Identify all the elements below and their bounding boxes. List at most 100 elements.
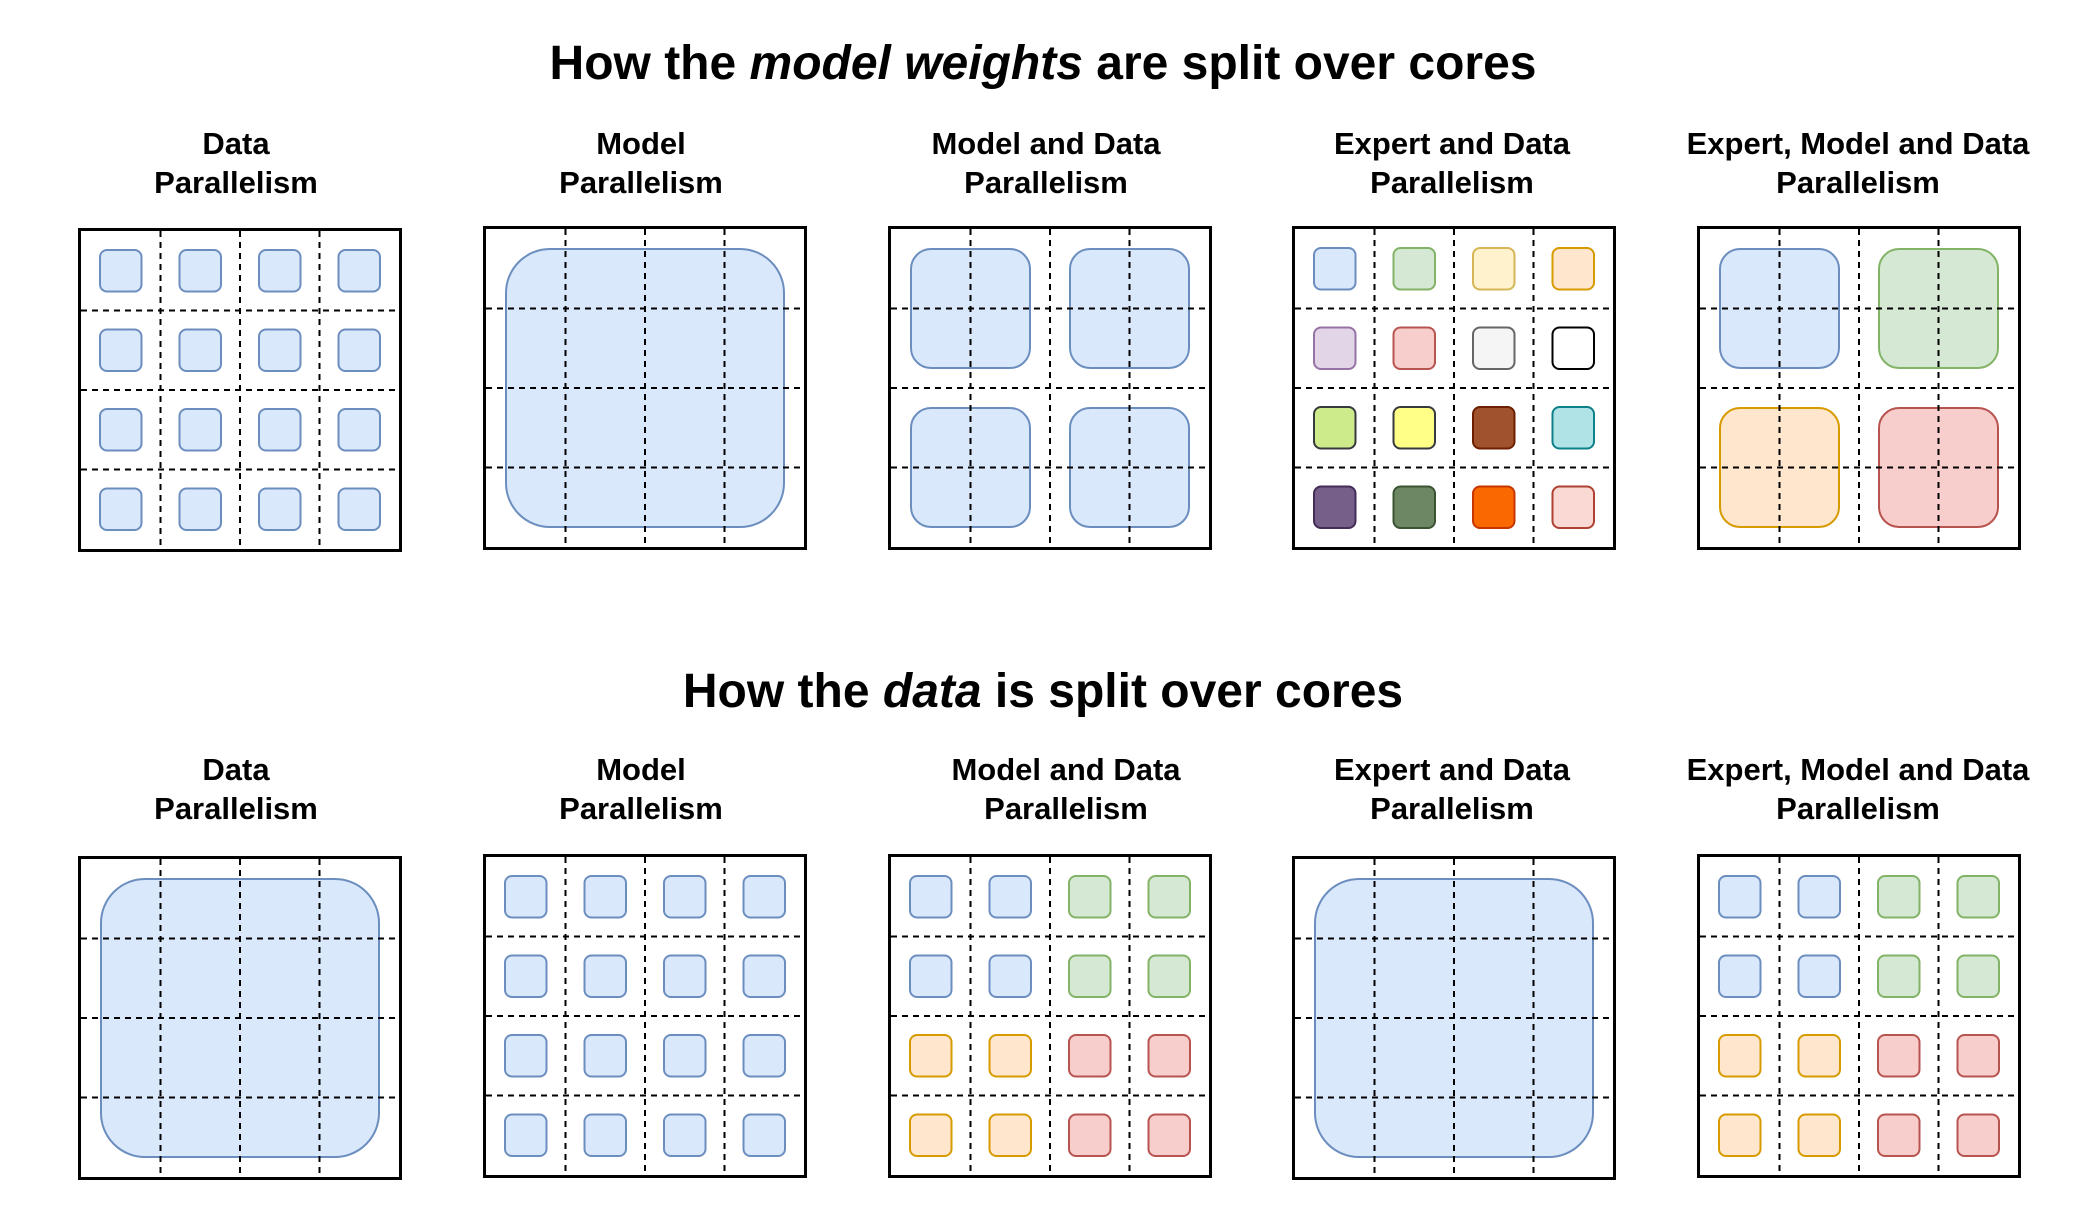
shard-block bbox=[504, 954, 548, 998]
core-grid bbox=[1292, 856, 1616, 1180]
core-grid bbox=[888, 226, 1212, 550]
shard-block bbox=[337, 408, 381, 452]
panel-label-line: Data bbox=[202, 126, 270, 161]
shard-block bbox=[1797, 875, 1841, 919]
title-text: How the bbox=[682, 665, 883, 718]
grid-svg bbox=[1700, 229, 2018, 547]
shard-block bbox=[1718, 1034, 1762, 1078]
shard-block bbox=[1718, 1113, 1762, 1157]
panel-label: Expert, Model and Data Parallelism bbox=[1648, 124, 2068, 202]
shard-block bbox=[1877, 875, 1921, 919]
section-title-data: How the data is split over cores bbox=[0, 664, 2086, 720]
shard-block bbox=[1551, 247, 1595, 291]
shard-block bbox=[1313, 485, 1357, 529]
shard-block bbox=[178, 408, 222, 452]
shard-block bbox=[1472, 406, 1516, 450]
shard-block bbox=[1877, 1034, 1921, 1078]
shard-block bbox=[1392, 247, 1436, 291]
panel-label: Data Parallelism bbox=[26, 750, 446, 828]
panel-label-line: Parallelism bbox=[1370, 165, 1534, 200]
panel-label-line: Parallelism bbox=[1370, 791, 1534, 826]
panel-label-line: Expert, Model and Data bbox=[1686, 752, 2030, 787]
grid-svg bbox=[891, 229, 1209, 547]
shard-block bbox=[909, 875, 953, 919]
shard-block bbox=[1392, 406, 1436, 450]
shard-block bbox=[1797, 954, 1841, 998]
shard-block bbox=[1068, 875, 1112, 919]
grid-svg bbox=[486, 857, 804, 1175]
shard-block bbox=[909, 954, 953, 998]
title-text: are split over cores bbox=[1082, 37, 1537, 90]
shard-block bbox=[99, 249, 143, 293]
shard-block bbox=[1877, 954, 1921, 998]
shard-block bbox=[1147, 1034, 1191, 1078]
shard-block bbox=[742, 1113, 786, 1157]
shard-block bbox=[583, 1034, 627, 1078]
shard-block bbox=[909, 1034, 953, 1078]
shard-block bbox=[337, 249, 381, 293]
shard-block bbox=[1313, 406, 1357, 450]
shard-block bbox=[178, 249, 222, 293]
shard-block bbox=[504, 1034, 548, 1078]
shard-block bbox=[1392, 326, 1436, 370]
panel-label-line: Parallelism bbox=[1776, 165, 1940, 200]
shard-block bbox=[1068, 954, 1112, 998]
panel-label-line: Model and Data bbox=[951, 752, 1181, 787]
core-grid bbox=[1697, 226, 2021, 550]
shard-block bbox=[663, 954, 707, 998]
shard-block bbox=[1147, 875, 1191, 919]
grid-svg bbox=[1295, 859, 1613, 1177]
grid-svg bbox=[891, 857, 1209, 1175]
shard-block bbox=[1956, 954, 2000, 998]
grid-svg bbox=[81, 859, 399, 1177]
grid-svg bbox=[1295, 229, 1613, 547]
shard-block bbox=[1147, 954, 1191, 998]
shard-block bbox=[99, 408, 143, 452]
shard-block bbox=[1068, 1113, 1112, 1157]
shard-block bbox=[663, 875, 707, 919]
panel-label: Expert, Model and Data Parallelism bbox=[1648, 750, 2068, 828]
shard-block bbox=[1718, 954, 1762, 998]
panel-label: Expert and Data Parallelism bbox=[1242, 124, 1662, 202]
panel-label: Data Parallelism bbox=[26, 124, 446, 202]
shard-block bbox=[337, 487, 381, 531]
panel-label: Model and Data Parallelism bbox=[856, 750, 1276, 828]
shard-block bbox=[1956, 875, 2000, 919]
panel-label-line: Model bbox=[596, 752, 686, 787]
shard-block bbox=[1392, 485, 1436, 529]
shard-block bbox=[1956, 1113, 2000, 1157]
shard-block bbox=[1472, 485, 1516, 529]
core-grid bbox=[888, 854, 1212, 1178]
shard-block bbox=[178, 487, 222, 531]
shard-block bbox=[1551, 485, 1595, 529]
title-text: How the bbox=[549, 37, 750, 90]
shard-block bbox=[504, 1113, 548, 1157]
shard-block bbox=[1313, 326, 1357, 370]
panel-label-line: Expert and Data bbox=[1333, 752, 1570, 787]
panel-label: Model and Data Parallelism bbox=[836, 124, 1256, 202]
shard-block bbox=[909, 1113, 953, 1157]
title-text: is split over cores bbox=[981, 665, 1404, 718]
core-grid bbox=[78, 856, 402, 1180]
shard-block bbox=[99, 328, 143, 372]
shard-block bbox=[99, 487, 143, 531]
shard-block bbox=[258, 249, 302, 293]
panel-label-line: Parallelism bbox=[154, 165, 318, 200]
panel-label: Model Parallelism bbox=[431, 124, 851, 202]
shard-block bbox=[1797, 1034, 1841, 1078]
panel-label-line: Parallelism bbox=[559, 165, 723, 200]
shard-block bbox=[258, 487, 302, 531]
shard-block bbox=[1147, 1113, 1191, 1157]
shard-block bbox=[663, 1113, 707, 1157]
shard-block bbox=[258, 408, 302, 452]
shard-block bbox=[663, 1034, 707, 1078]
shard-block bbox=[742, 954, 786, 998]
shard-block bbox=[1956, 1034, 2000, 1078]
panel-label: Expert and Data Parallelism bbox=[1242, 750, 1662, 828]
panel-label-line: Parallelism bbox=[559, 791, 723, 826]
grid-svg bbox=[81, 231, 399, 549]
panel-label-line: Model bbox=[596, 126, 686, 161]
shard-block bbox=[742, 1034, 786, 1078]
shard-block bbox=[1718, 875, 1762, 919]
shard-block bbox=[742, 875, 786, 919]
